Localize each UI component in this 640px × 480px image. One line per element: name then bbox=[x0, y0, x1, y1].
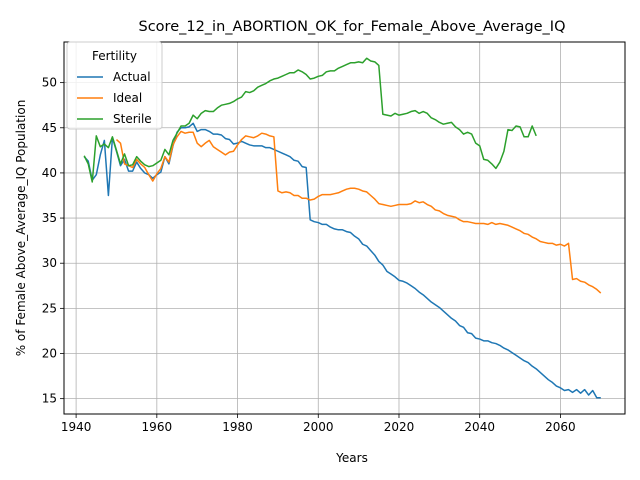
x-tick-label: 2020 bbox=[384, 420, 415, 434]
x-tick-label: 1980 bbox=[222, 420, 253, 434]
x-axis-ticks: 1940 1960 1980 2000 2020 2040 2060 bbox=[61, 414, 576, 434]
grid-lines bbox=[64, 42, 625, 414]
series-line-ideal bbox=[115, 130, 602, 294]
x-tick-label: 2060 bbox=[545, 420, 576, 434]
y-tick-label: 35 bbox=[42, 211, 57, 225]
y-tick-label: 45 bbox=[42, 121, 57, 135]
series-line-sterile bbox=[83, 57, 537, 183]
y-tick-label: 25 bbox=[42, 301, 57, 315]
y-tick-label: 20 bbox=[42, 347, 57, 361]
y-axis-ticks: 15 20 25 30 35 40 45 50 bbox=[42, 76, 64, 406]
y-tick-label: 50 bbox=[42, 76, 57, 90]
y-tick-label: 15 bbox=[42, 392, 57, 406]
legend-label-ideal: Ideal bbox=[113, 91, 142, 105]
legend-label-actual: Actual bbox=[113, 70, 151, 84]
chart-title: Score_12_in_ABORTION_OK_for_Female_Above… bbox=[139, 19, 566, 35]
x-tick-label: 1940 bbox=[61, 420, 92, 434]
x-tick-label: 2040 bbox=[464, 420, 495, 434]
y-tick-label: 40 bbox=[42, 166, 57, 180]
legend-title: Fertility bbox=[92, 49, 137, 63]
x-tick-label: 1960 bbox=[142, 420, 173, 434]
y-tick-label: 30 bbox=[42, 256, 57, 270]
legend-box bbox=[66, 41, 163, 130]
x-tick-label: 2000 bbox=[303, 420, 334, 434]
legend-entries: Actual Ideal Sterile bbox=[77, 70, 152, 126]
y-axis-label: % of Female Above_Average_IQ Population bbox=[14, 100, 28, 357]
legend-label-sterile: Sterile bbox=[113, 112, 152, 126]
axes-frame bbox=[63, 41, 626, 415]
series-lines bbox=[83, 57, 602, 399]
x-axis-label: Years bbox=[335, 451, 368, 465]
legend: Fertility Actual Ideal Sterile bbox=[66, 41, 163, 130]
